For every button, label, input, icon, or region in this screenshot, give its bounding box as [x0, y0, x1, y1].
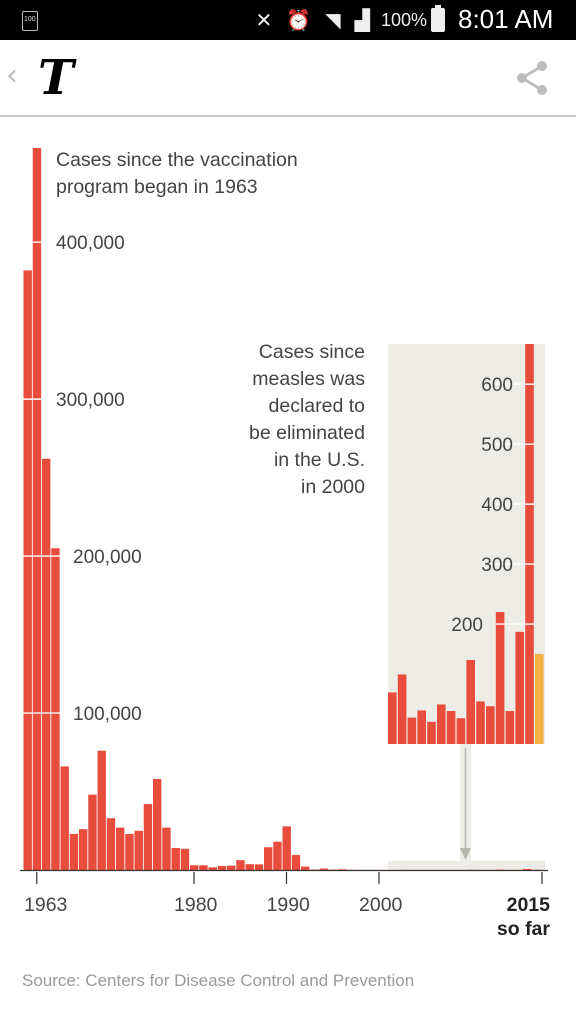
bar-main-1986 [245, 864, 254, 870]
inset-title-line-3: be eliminated [249, 422, 365, 444]
x-tick-label-1963: 1963 [24, 894, 67, 916]
bar-main-1991 [291, 854, 301, 870]
bar-inset-2008 [466, 660, 475, 744]
measles-chart: 100,000 200,000 300,000 400,000 Cases since … [20, 148, 551, 940]
x-tick-label-2015: 2015 [507, 894, 551, 916]
bar-inset-2007 [456, 718, 466, 744]
source-note: Source: Centers for Disease Control and … [22, 971, 415, 990]
bar-inset-2014 [525, 344, 534, 744]
bar-main-1983 [217, 865, 227, 870]
bar-inset-2002 [407, 717, 417, 744]
bar-main-1969 [88, 794, 97, 870]
battery-icon [431, 5, 445, 32]
bar-main-1971 [106, 818, 116, 870]
bar-main-1994 [319, 868, 328, 870]
bar-main-1974 [134, 830, 143, 870]
bar-inset-2006 [446, 711, 456, 744]
bar-main-1984 [227, 865, 236, 870]
alarm-icon: ⏰ [286, 8, 312, 32]
inset-title-line-0: Cases since [259, 341, 365, 363]
bar-main-1990 [282, 826, 291, 870]
bar-main-1980 [190, 865, 199, 870]
inset-title-line-5: in 2000 [301, 476, 365, 498]
chart-title-line-0: Cases since the vaccination [56, 149, 298, 171]
bar-main-1978 [171, 848, 180, 870]
bar-main-1979 [180, 848, 190, 870]
bar-main-1973 [125, 833, 134, 870]
bar-main-1977 [162, 827, 171, 870]
nav-bar: ‹ T [0, 40, 576, 117]
signal-icon: ▟ [354, 8, 370, 32]
x-tick-label-2000: 2000 [359, 894, 403, 916]
bar-main-1985 [236, 860, 245, 870]
bar-main-1972 [116, 827, 125, 870]
wifi-icon: ◥ [325, 8, 341, 32]
chart-title-line-1: program began in 1963 [56, 176, 258, 198]
bar-inset-2011 [495, 612, 505, 744]
y-tick-label-400000: 400,000 [56, 233, 125, 254]
bar-inset-2013 [515, 631, 524, 744]
y-tick-label-200000: 200,000 [73, 547, 142, 568]
bar-main-1970 [97, 750, 106, 870]
inset-arrow-icon [460, 848, 471, 860]
bar-inset-2005 [437, 704, 446, 744]
bar-inset-2015 [535, 654, 544, 744]
battery-percent: 100% [381, 10, 428, 30]
bar-main-1992 [301, 866, 310, 870]
clock: 8:01 AM [458, 4, 554, 34]
bar-main-1987 [254, 864, 264, 870]
share-icon[interactable] [512, 58, 552, 98]
bar-main-1982 [208, 867, 217, 870]
inset-y-tick-label-200: 200 [451, 615, 483, 636]
inset-title-line-1: measles was [252, 368, 365, 390]
bar-main-1964 [42, 458, 51, 870]
bar-main-1963 [32, 148, 42, 870]
inset-title-line-2: declared to [269, 395, 366, 417]
bar-inset-2012 [505, 711, 515, 744]
bar-main-1962 [23, 270, 32, 870]
bar-main-1988 [264, 847, 273, 870]
bar-inset-2010 [486, 706, 495, 744]
bar-main-1996 [338, 869, 347, 871]
bar-inset-2001 [397, 674, 407, 744]
bar-main-1965 [51, 548, 60, 870]
bar-inset-2009 [476, 701, 485, 744]
bar-main-1976 [153, 778, 162, 870]
inset-baseline-strip [388, 861, 545, 870]
bar-main-1968 [79, 829, 88, 870]
status-icons: ✕ ⏰ ◥ ▟ [256, 8, 370, 32]
y-tick-label-300000: 300,000 [56, 390, 125, 411]
inset-y-tick-label-500: 500 [481, 435, 513, 456]
inset-y-tick-label-300: 300 [481, 555, 513, 576]
bar-main-1966 [60, 766, 69, 870]
bar-main-2016 [523, 868, 532, 870]
mute-icon: ✕ [255, 8, 273, 32]
inset-y-tick-label-400: 400 [481, 495, 513, 516]
x-tick-label-1980: 1980 [174, 894, 218, 916]
inset-y-tick-label-600: 600 [481, 375, 513, 396]
nyt-logo: T [38, 50, 74, 106]
bar-inset-2003 [417, 710, 426, 744]
bar-inset-2004 [427, 721, 436, 744]
y-tick-label-100000: 100,000 [73, 704, 142, 725]
bar-main-1967 [69, 833, 79, 870]
notification-icon: 100 [22, 11, 38, 31]
back-button[interactable]: ‹ [6, 58, 18, 93]
bar-inset-2000 [388, 692, 397, 744]
inset-title-line-4: in the U.S. [274, 449, 365, 471]
x-tick-label-1990: 1990 [267, 894, 311, 916]
status-bar: 100 ✕ ⏰ ◥ ▟ 100% 8:01 AM [0, 0, 576, 40]
bar-main-1975 [143, 804, 153, 870]
x-tick-sublabel-2015: so far [497, 918, 551, 940]
bar-main-1981 [199, 865, 208, 870]
bar-main-1989 [273, 841, 282, 870]
